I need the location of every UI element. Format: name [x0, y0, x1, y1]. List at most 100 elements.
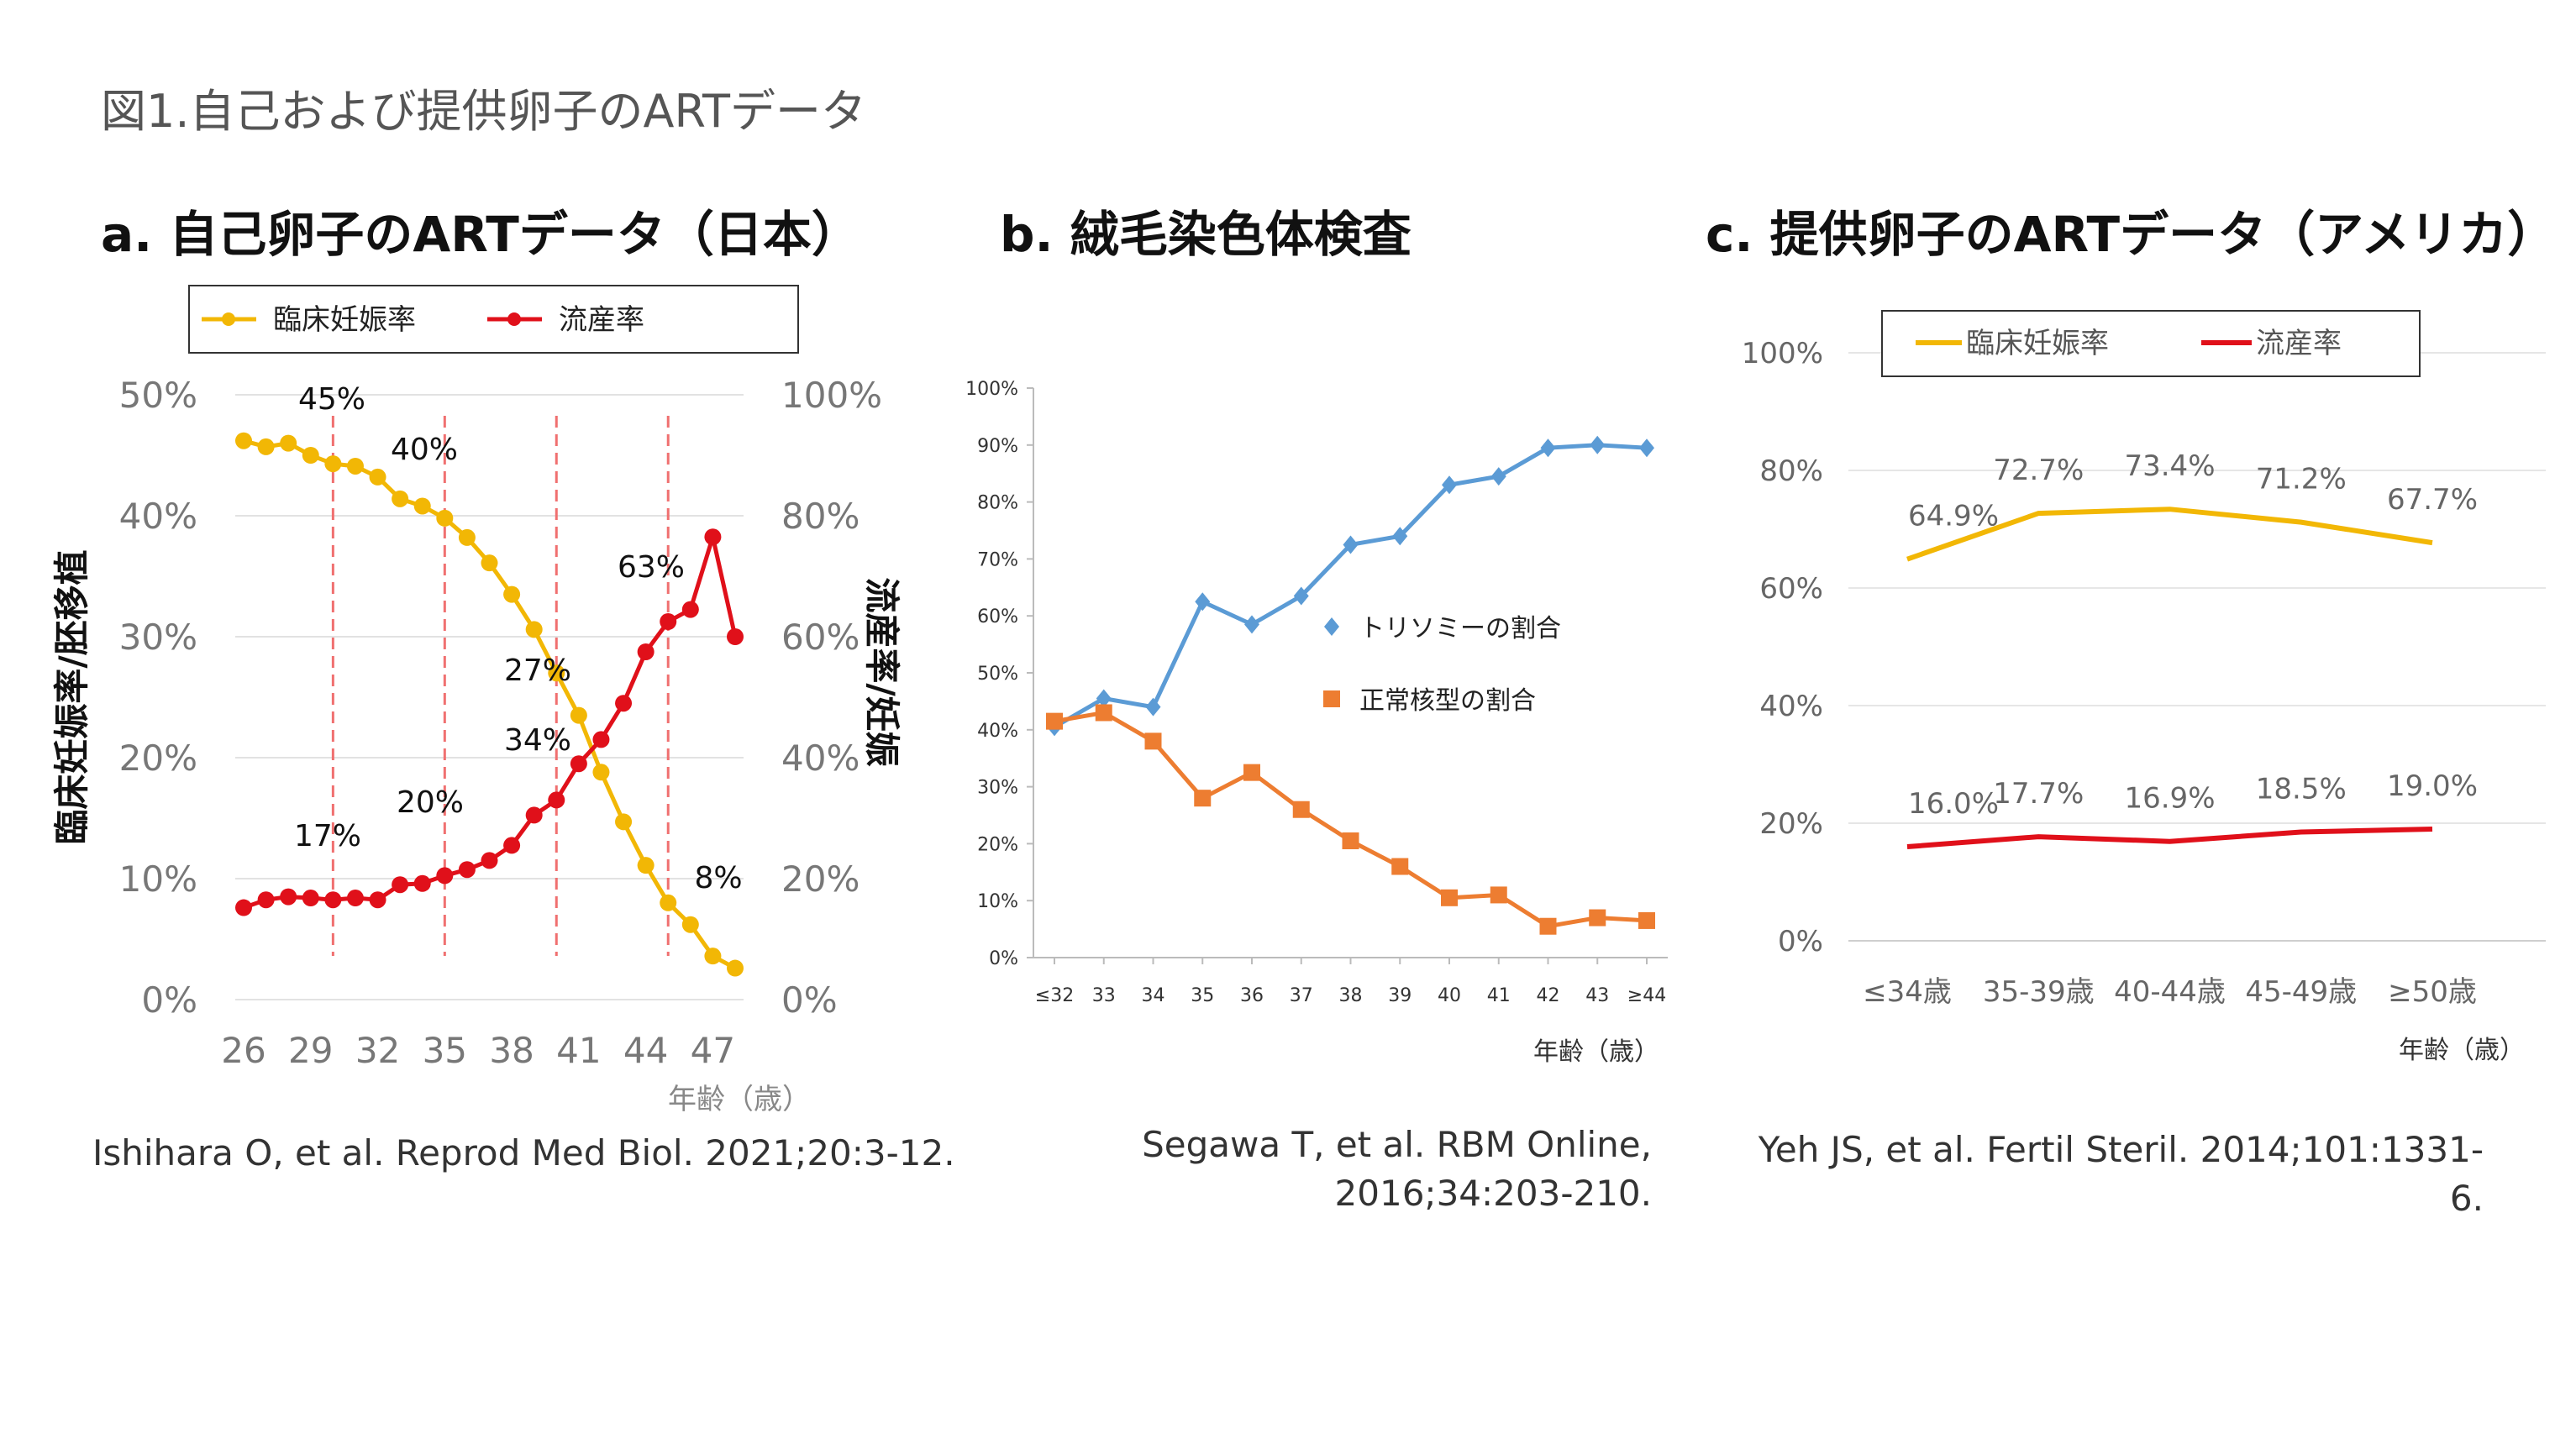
legend-swatch-marker	[1323, 690, 1340, 707]
panel-c-title: c. 提供卵子のARTデータ（アメリカ）	[1706, 206, 2557, 263]
data-point	[637, 643, 655, 660]
legend-label: 流産率	[559, 303, 644, 337]
legend-label: トリソミーの割合	[1359, 614, 1561, 643]
x-tick-label: 38	[489, 1030, 534, 1071]
annotation-label: 20%	[397, 785, 464, 820]
data-point	[1194, 790, 1212, 807]
x-tick-label: 38	[1339, 985, 1363, 1006]
citation-b-line2: 2016;34:203-210.	[1334, 1173, 1652, 1214]
data-point	[280, 434, 297, 452]
x-tick-label: 37	[1290, 985, 1313, 1006]
data-point	[458, 861, 476, 879]
data-point	[346, 457, 364, 475]
data-point	[727, 959, 744, 977]
data-label: 16.9%	[2124, 782, 2215, 816]
x-tick-label: 33	[1092, 985, 1116, 1006]
data-point	[525, 621, 543, 638]
data-point	[481, 554, 498, 572]
x-tick-label: ≥50歳	[2388, 975, 2477, 1009]
series-line	[243, 438, 737, 970]
y-tick-label: 20%	[977, 834, 1018, 855]
data-point	[1293, 586, 1309, 606]
y-tick-label: 70%	[977, 549, 1018, 570]
y-left-tick-label: 0%	[141, 979, 197, 1021]
x-tick-label: 40-44歳	[2114, 975, 2226, 1009]
y-tick-label: 60%	[1759, 572, 1823, 606]
y-right-tick-label: 60%	[781, 617, 860, 658]
data-label: 73.4%	[2124, 449, 2215, 483]
legend-label: 臨床妊娠率	[273, 303, 416, 337]
y-tick-label: 80%	[1759, 454, 1823, 488]
data-point	[346, 890, 364, 907]
figure-title: 図1.自己および提供卵子のARTデータ	[101, 85, 867, 138]
data-label: 71.2%	[2256, 463, 2347, 496]
data-point	[1095, 704, 1112, 722]
panel-a-title: a. 自己卵子のARTデータ（日本）	[101, 206, 860, 263]
data-point	[1590, 435, 1606, 454]
citation-c-line2: 6.	[2449, 1178, 2484, 1219]
y-right-tick-label: 20%	[781, 858, 860, 900]
data-point	[660, 613, 677, 630]
y-right-tick-label: 40%	[781, 738, 860, 779]
x-axis-label: 年齢（歳）	[668, 1083, 811, 1116]
data-point	[235, 899, 252, 916]
data-point	[615, 695, 633, 712]
x-tick-label: ≤32	[1035, 985, 1074, 1006]
annotation-label: 34%	[504, 723, 571, 758]
data-point	[548, 664, 565, 682]
y-tick-label: 50%	[977, 664, 1018, 685]
data-point	[1144, 732, 1162, 750]
data-point	[1046, 712, 1063, 730]
y-right-axis-label: 流産率/妊娠	[861, 577, 902, 766]
y-left-axis-label: 臨床妊娠率/胚移植	[51, 549, 92, 844]
data-point	[727, 628, 744, 645]
data-point	[1490, 467, 1506, 486]
data-point	[570, 706, 587, 724]
data-point	[1244, 615, 1259, 634]
data-point	[324, 891, 342, 909]
legend-label: 正常核型の割合	[1359, 686, 1536, 716]
data-point	[413, 497, 431, 515]
data-point	[1343, 535, 1359, 554]
panel-b-title: b. 絨毛染色体検査	[1000, 206, 1412, 263]
y-tick-label: 0%	[1778, 925, 1823, 958]
y-left-tick-label: 40%	[119, 496, 197, 537]
series-line	[1053, 443, 1648, 729]
chart-b: 0% 10% 20% 30% 40% 50% 60% 70% 80% 90% 100% ≤32 33 34…	[965, 379, 1668, 1067]
data-point	[681, 916, 699, 933]
data-point	[369, 891, 386, 909]
x-tick-label: 35	[423, 1030, 467, 1071]
annotation-label: 17%	[294, 819, 361, 853]
data-point	[503, 585, 521, 603]
x-tick-label: 32	[355, 1030, 400, 1071]
data-point	[392, 490, 409, 507]
x-tick-label: 29	[288, 1030, 333, 1071]
legend-swatch-marker	[507, 312, 521, 326]
data-point	[1096, 689, 1112, 708]
y-tick-label: 40%	[1759, 690, 1823, 723]
data-point	[481, 852, 498, 869]
x-tick-label: 47	[691, 1030, 735, 1071]
data-point	[570, 755, 587, 773]
data-point	[1145, 697, 1161, 717]
data-point	[704, 948, 722, 965]
data-point	[1540, 438, 1556, 458]
data-point	[503, 837, 521, 854]
y-tick-label: 40%	[977, 721, 1018, 742]
annotation-label: 63%	[618, 550, 685, 585]
y-tick-label: 10%	[977, 891, 1018, 912]
data-point	[302, 447, 319, 464]
y-right-tick-label: 0%	[781, 979, 838, 1021]
data-point	[548, 791, 565, 809]
data-point	[615, 813, 633, 831]
data-point	[1441, 889, 1458, 906]
annotation-label: 8%	[694, 861, 742, 895]
annotation-label: 40%	[391, 433, 458, 467]
y-tick-label: 60%	[977, 606, 1018, 627]
legend-box	[1881, 310, 2421, 377]
x-tick-label: 43	[1585, 985, 1609, 1006]
legend-label: 流産率	[2256, 327, 2342, 360]
data-point	[1539, 917, 1557, 935]
data-point	[681, 601, 699, 618]
